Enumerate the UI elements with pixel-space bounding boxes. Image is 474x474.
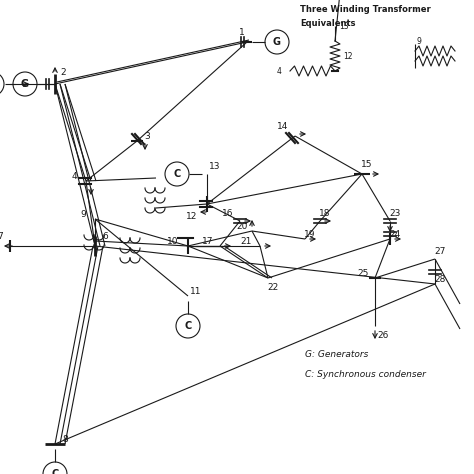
Text: 13: 13 [209,162,221,171]
Text: 18: 18 [319,209,331,218]
Text: 4: 4 [71,172,77,181]
Text: G: G [273,37,281,47]
Text: C: Synchronous condenser: C: Synchronous condenser [305,370,426,379]
Text: 17: 17 [202,237,214,246]
Text: 2: 2 [60,67,66,76]
Text: 25: 25 [357,268,369,277]
Text: 9: 9 [417,36,422,46]
Text: C: C [51,469,59,474]
Text: C: C [184,321,191,331]
Text: 24: 24 [389,229,401,238]
Text: G: G [21,79,29,89]
Text: 13: 13 [339,21,348,30]
Text: Three Winding Transformer: Three Winding Transformer [300,5,431,14]
Text: 1: 1 [239,27,245,36]
Text: 4: 4 [277,66,282,75]
Text: Equivalents: Equivalents [300,19,356,28]
Text: 6: 6 [102,231,108,240]
Text: 12: 12 [186,211,198,220]
Text: G: Generators: G: Generators [305,350,368,359]
Text: 12: 12 [343,52,353,61]
Text: 19: 19 [304,229,316,238]
Text: 7: 7 [0,231,3,240]
Text: 3: 3 [144,131,150,140]
Text: C: C [173,169,181,179]
Text: 14: 14 [277,121,289,130]
Text: 23: 23 [389,209,401,218]
Text: 11: 11 [190,286,202,295]
Text: 27: 27 [434,246,446,255]
Text: 26: 26 [377,331,389,340]
Text: 9: 9 [80,210,86,219]
Text: 28: 28 [434,274,446,283]
Text: 10: 10 [167,237,179,246]
Text: 16: 16 [222,209,234,218]
Text: 21: 21 [240,237,252,246]
Text: 15: 15 [361,159,373,168]
Text: 20: 20 [237,221,248,230]
Text: 22: 22 [267,283,279,292]
Text: 8: 8 [62,435,68,444]
